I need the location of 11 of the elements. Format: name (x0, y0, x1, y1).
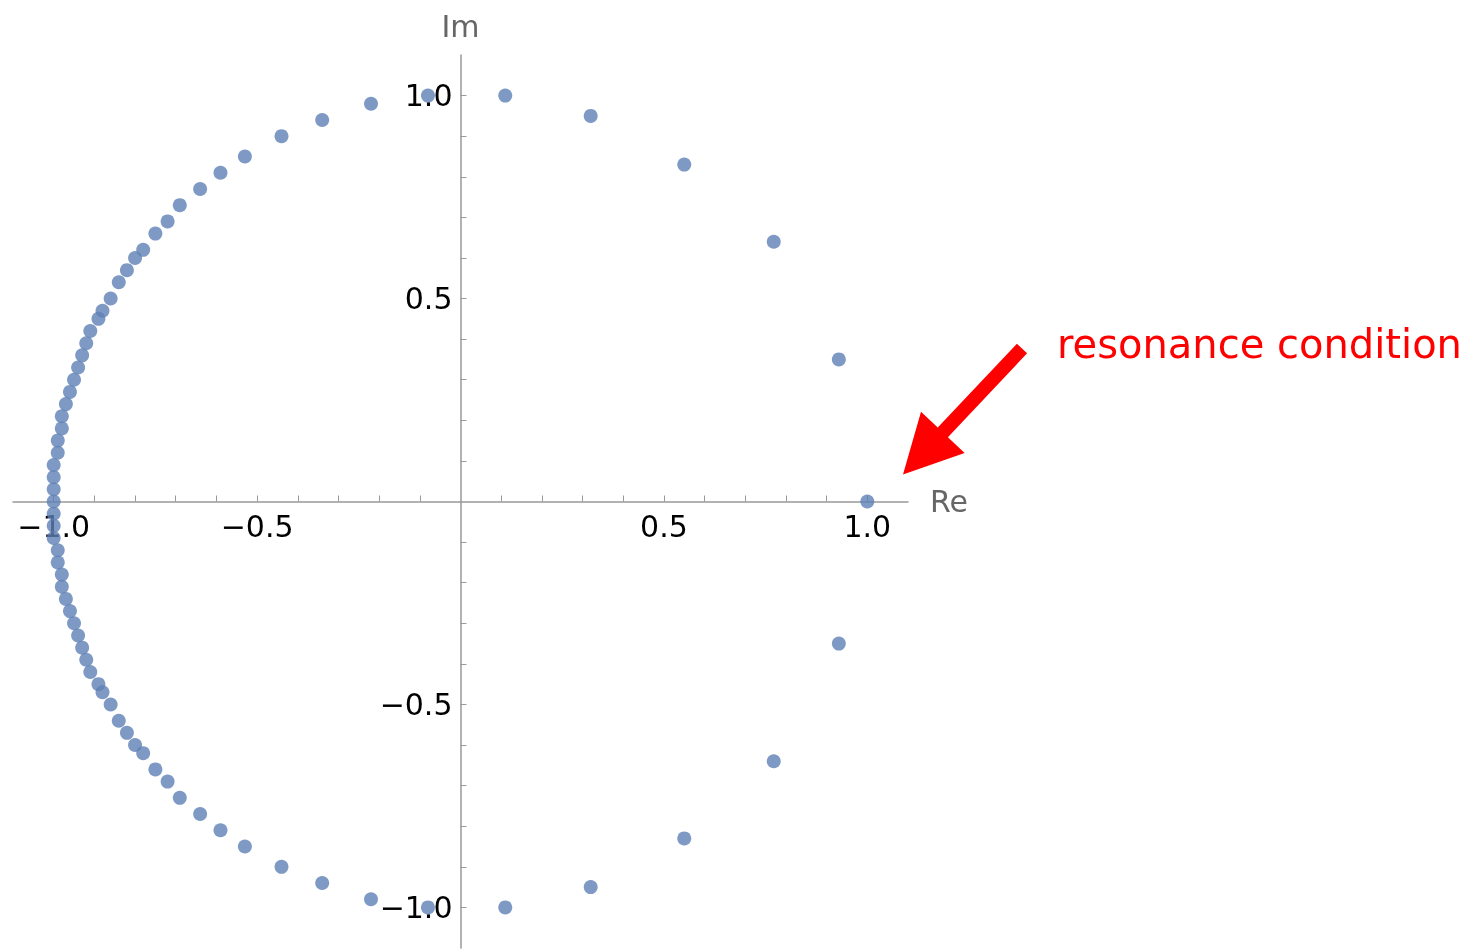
y-tick-label: −1.0 (379, 889, 453, 925)
text: resonance condition (1057, 320, 1462, 367)
y-tick-label: 1.0 (404, 78, 453, 114)
y-tick-label: 0.5 (404, 281, 453, 317)
x-tick-label: 0.5 (640, 509, 688, 544)
x-tick-label: 1.0 (843, 509, 892, 544)
x-tick-label: −0.5 (220, 509, 294, 544)
x-tick-label: −1.0 (17, 509, 91, 544)
x-axis-title: Re (930, 484, 968, 519)
y-tick-label: −0.5 (379, 686, 453, 722)
y-axis-title: Im (441, 8, 480, 44)
